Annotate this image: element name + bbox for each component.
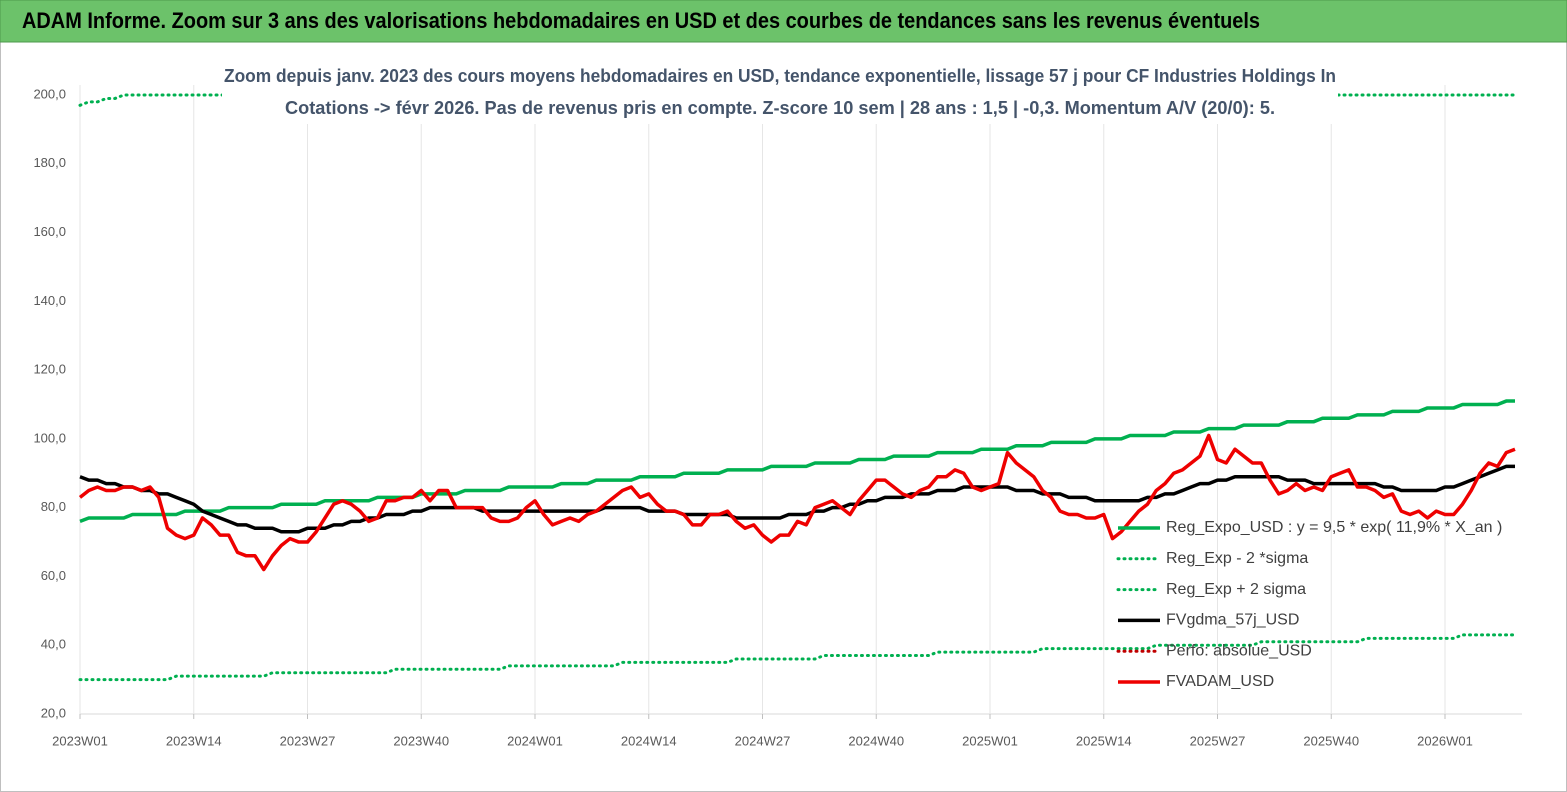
x-tick-label: 2024W40 <box>848 733 904 748</box>
series-line <box>79 399 1515 524</box>
x-tick-label: 2024W01 <box>507 733 563 748</box>
y-tick-label: 60,0 <box>41 568 66 583</box>
x-tick-label: 2023W27 <box>280 733 336 748</box>
title-background <box>222 62 1338 124</box>
plot-area: 20,0 40,0 60,0 80,0 100,0 120,0 140,0 160,0 180,… <box>33 85 1522 748</box>
y-tick-label: 200,0 <box>33 86 66 101</box>
legend-label: Reg_Exp + 2 sigma <box>1166 581 1306 598</box>
y-tick-label: 80,0 <box>41 499 66 514</box>
series-line <box>78 433 1516 572</box>
x-tick-label: 2025W14 <box>1076 733 1132 748</box>
chart-titles: Zoom depuis janv. 2023 des cours moyens … <box>222 62 1338 124</box>
y-tick-label: 40,0 <box>41 637 66 652</box>
y-tick-label: 120,0 <box>33 362 66 377</box>
legend-label: FVgdma_57j_USD <box>1166 612 1299 629</box>
chart-subtitle: Cotations -> févr 2026. Pas de revenus p… <box>285 98 1275 118</box>
legend-label: FVADAM_USD <box>1166 673 1274 690</box>
x-tick-label: 2023W01 <box>52 733 108 748</box>
x-tick-label: 2025W27 <box>1190 733 1246 748</box>
chart-title: Zoom depuis janv. 2023 des cours moyens … <box>224 66 1336 86</box>
y-tick-label: 20,0 <box>41 705 66 720</box>
header-bar <box>0 0 1567 43</box>
x-tick-label: 2024W14 <box>621 733 677 748</box>
y-tick-label: 160,0 <box>33 224 66 239</box>
legend-label: Perfo: absolue_USD <box>1166 642 1312 659</box>
x-tick-label: 2024W27 <box>735 733 791 748</box>
y-tick-label: 140,0 <box>33 293 66 308</box>
series-line <box>78 633 1517 682</box>
legend: Reg_Expo_USD : y = 9,5 * exp( 11,9% * X_… <box>1116 519 1502 690</box>
legend-label: Reg_Exp - 2 *sigma <box>1166 550 1308 567</box>
y-tick-label: 100,0 <box>33 430 66 445</box>
x-tick-label: 2025W01 <box>962 733 1018 748</box>
y-tick-label: 180,0 <box>33 155 66 170</box>
x-tick-label: 2023W14 <box>166 733 222 748</box>
x-tick-label: 2023W40 <box>393 733 449 748</box>
header-title: ADAM Informe. Zoom sur 3 ans des valoris… <box>22 8 1260 33</box>
legend-label: Reg_Expo_USD : y = 9,5 * exp( 11,9% * X_… <box>1166 519 1502 536</box>
x-tick-label: 2026W01 <box>1417 733 1473 748</box>
x-tick-label: 2025W40 <box>1303 733 1359 748</box>
